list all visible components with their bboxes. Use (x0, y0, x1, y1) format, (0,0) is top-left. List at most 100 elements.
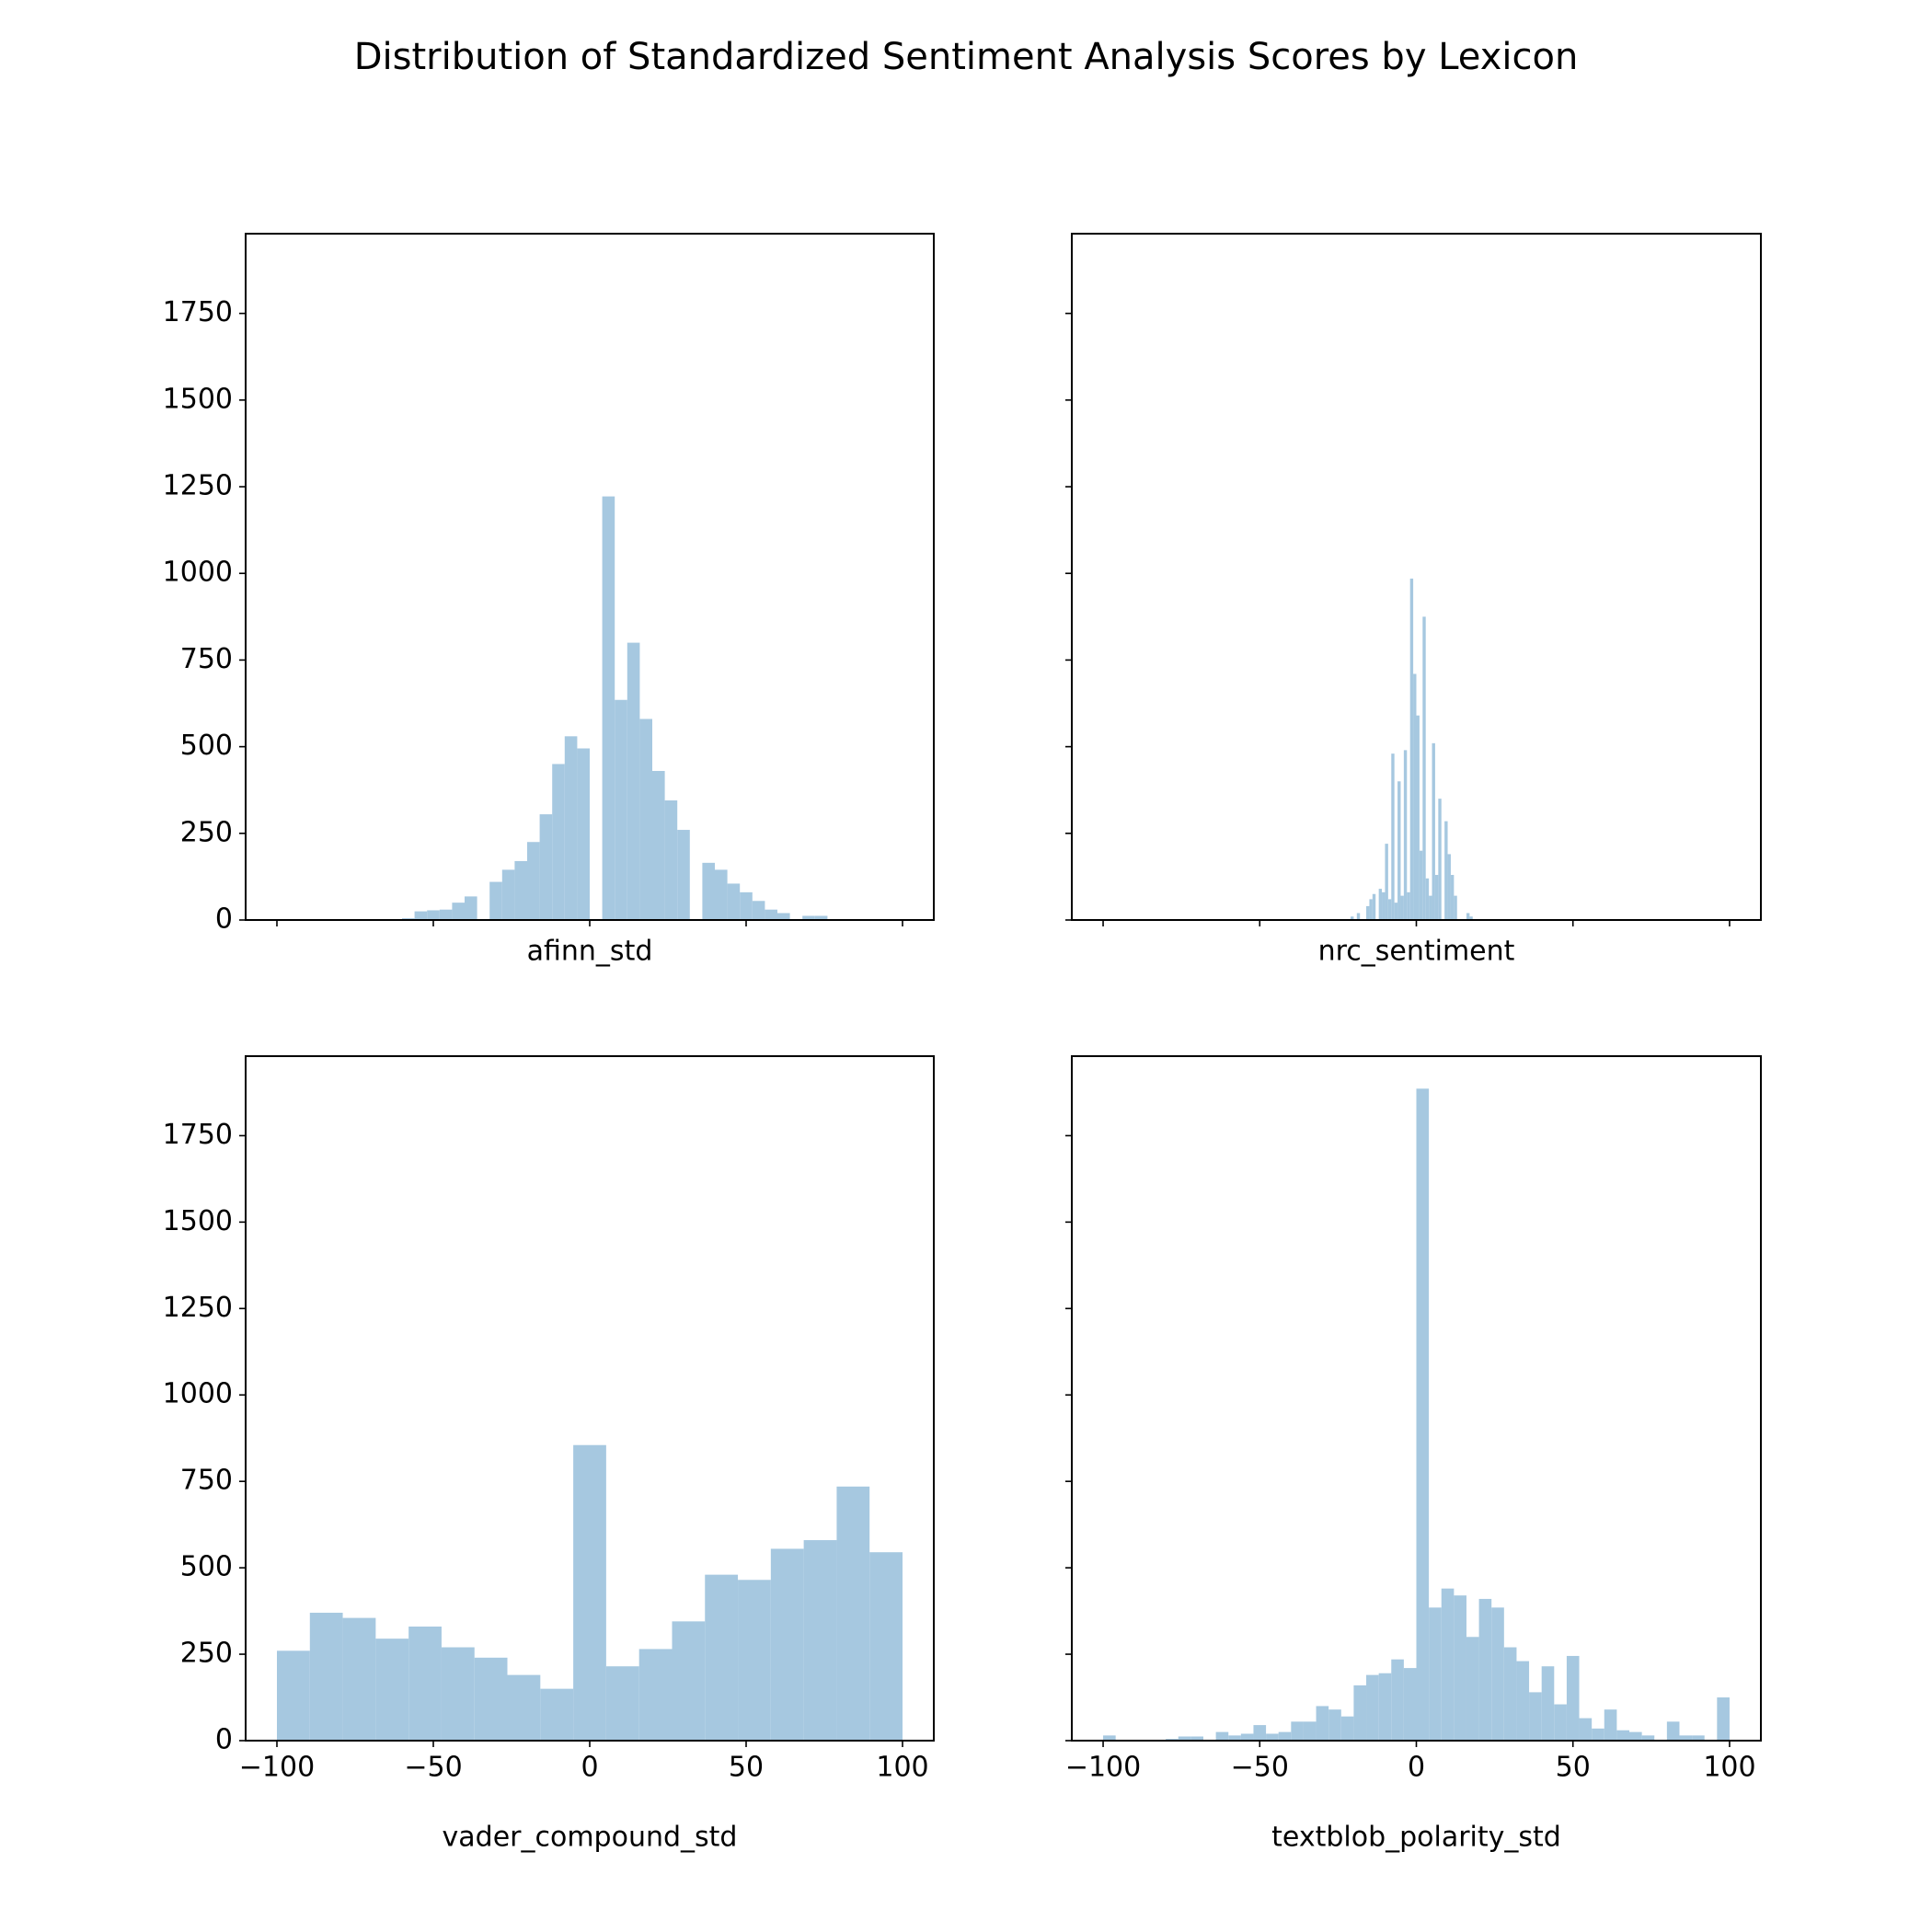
histogram-bar (1425, 878, 1430, 920)
histogram-bar (1340, 1716, 1354, 1741)
histogram-bar (1228, 1735, 1241, 1741)
histogram-bar (1454, 1595, 1466, 1741)
histogram-bar (1579, 1718, 1593, 1741)
y-tick-label: 500 (180, 730, 233, 762)
histogram-bar (1466, 1637, 1479, 1741)
x-tick-label: −50 (404, 1752, 462, 1784)
histogram-bar (1679, 1735, 1693, 1741)
histogram-bar (715, 869, 728, 920)
histogram-bar (552, 764, 565, 920)
histogram-bar (1369, 899, 1373, 920)
x-axis-label: textblob_polarity_std (1271, 1822, 1561, 1854)
histogram-bar (1366, 1674, 1379, 1741)
x-tick-label: 0 (1408, 1752, 1425, 1784)
histogram-bar (1391, 1659, 1404, 1741)
histogram-bar (705, 1574, 739, 1741)
histogram-bar (1450, 875, 1455, 920)
histogram-bar (1566, 1655, 1580, 1741)
y-tick-label: 1500 (163, 383, 233, 415)
histogram-bar (602, 496, 615, 920)
histogram-bar (1491, 1607, 1504, 1741)
histogram-bar (1372, 893, 1376, 920)
histogram-bar (342, 1617, 376, 1741)
x-tick-label: 50 (1556, 1752, 1591, 1784)
histogram-bar (814, 915, 828, 920)
histogram-bar (1385, 844, 1388, 920)
histogram-bar (309, 1612, 343, 1741)
x-tick-label: 100 (1703, 1752, 1755, 1784)
y-tick-label: 1000 (163, 557, 233, 589)
x-axis-label: afinn_std (527, 936, 653, 968)
histogram-bar (414, 911, 428, 920)
histogram-bar (1382, 891, 1386, 920)
histogram-bar (1434, 875, 1439, 920)
histogram-bar (1541, 1666, 1555, 1741)
histogram-bar (652, 770, 665, 920)
y-tick-label: 750 (180, 1465, 233, 1497)
histogram-bar (1316, 1706, 1329, 1741)
x-tick-label: −100 (239, 1752, 315, 1784)
histogram-bar (1604, 1709, 1617, 1741)
histogram-bar (802, 915, 815, 920)
y-tick-label: 250 (180, 816, 233, 848)
histogram-bar (577, 748, 590, 920)
histogram-bar (375, 1639, 409, 1741)
histogram-bar (1516, 1661, 1530, 1741)
histogram-bar (1353, 1685, 1367, 1741)
histogram-bar (1240, 1733, 1254, 1741)
histogram-bar (836, 1486, 870, 1741)
histogram-bar (1641, 1735, 1655, 1741)
y-tick-label: 1250 (163, 470, 233, 502)
histogram-bar (1413, 673, 1417, 920)
x-axis-label: nrc_sentiment (1318, 936, 1515, 968)
histogram-bar (514, 860, 527, 920)
histogram-bar (1529, 1692, 1542, 1741)
histogram-bar (564, 736, 578, 920)
histogram-bar (1454, 895, 1457, 920)
histogram-bar (439, 909, 453, 920)
y-tick-label: 0 (215, 1724, 233, 1756)
histogram-bar (702, 862, 715, 920)
histogram-bar (427, 910, 440, 920)
x-tick-label: 50 (729, 1752, 764, 1784)
histogram-bar (1253, 1725, 1267, 1741)
histogram-bar (408, 1627, 442, 1741)
histogram-bar (489, 881, 502, 920)
histogram-bar (1366, 905, 1370, 920)
y-tick-label: 1250 (163, 1292, 233, 1324)
histogram-bar (507, 1674, 541, 1741)
histogram-bar (1400, 895, 1404, 920)
histogram-bar (1441, 1588, 1455, 1741)
histogram-bar (615, 699, 627, 920)
histogram-bar (1416, 715, 1420, 920)
histogram-bar (1416, 1088, 1430, 1741)
histogram-bar (1178, 1736, 1191, 1741)
histogram-bar (638, 1649, 673, 1741)
histogram-bar (1592, 1728, 1604, 1741)
histogram-bar (1103, 1735, 1116, 1741)
histogram-bar (277, 1650, 310, 1741)
histogram-bar (738, 1580, 771, 1741)
histogram-bar (540, 1688, 574, 1741)
histogram-bar (1278, 1731, 1292, 1741)
histogram-bar (1378, 1673, 1392, 1741)
histogram-bar (1328, 1709, 1341, 1741)
y-tick-label: 1500 (163, 1205, 233, 1237)
histogram-bar (1616, 1730, 1630, 1741)
histogram-bar (1554, 1704, 1567, 1741)
histogram-bar (539, 814, 553, 920)
histogram-bar (672, 1621, 706, 1741)
histogram-bar (1447, 854, 1451, 920)
x-tick-label: 100 (876, 1752, 928, 1784)
figure-title: Distribution of Standardized Sentiment A… (354, 36, 1579, 78)
y-tick-label: 500 (180, 1551, 233, 1583)
histogram-bar (527, 842, 540, 920)
y-tick-label: 1750 (163, 1119, 233, 1151)
histogram-bar (1422, 616, 1426, 920)
histogram-bar (605, 1666, 639, 1741)
x-tick-label: 0 (581, 1752, 598, 1784)
histogram-bar (474, 1657, 508, 1741)
histogram-bar (1409, 578, 1414, 920)
histogram-bar (1356, 913, 1361, 920)
